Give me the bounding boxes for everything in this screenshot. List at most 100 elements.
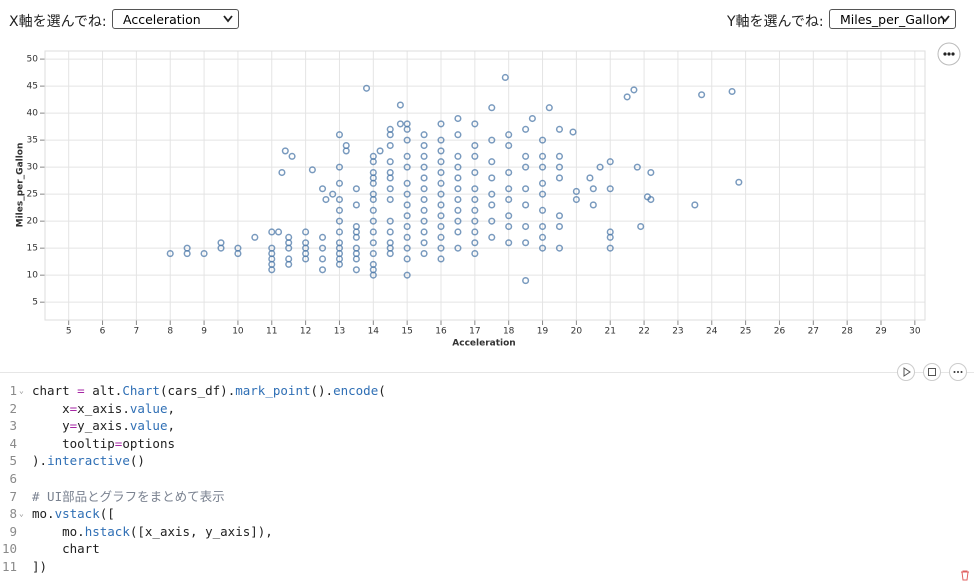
run-button[interactable] xyxy=(897,363,915,381)
point xyxy=(386,125,394,133)
point xyxy=(454,206,462,214)
point xyxy=(488,190,496,198)
code-token: ( xyxy=(378,383,386,398)
point xyxy=(606,244,614,252)
point xyxy=(647,195,655,204)
point xyxy=(471,152,479,160)
x-tick-label: 10 xyxy=(232,327,244,337)
x-tick-label: 5 xyxy=(66,327,72,337)
x-tick-label: 27 xyxy=(808,327,819,337)
more-button[interactable] xyxy=(937,42,961,66)
code-token: Chart xyxy=(122,383,160,398)
x-tick-label: 18 xyxy=(503,327,515,337)
code-token: hstack xyxy=(84,523,130,539)
line-number: 6 xyxy=(9,470,17,486)
x-select[interactable]: Acceleration xyxy=(112,9,239,29)
point xyxy=(471,206,479,214)
code-token: tooltip xyxy=(32,435,115,451)
point xyxy=(420,174,428,182)
point xyxy=(420,217,428,225)
point xyxy=(454,228,462,236)
point xyxy=(420,228,428,236)
x-tick-label: 24 xyxy=(706,327,718,337)
point xyxy=(437,233,445,241)
point xyxy=(538,190,547,198)
point xyxy=(403,136,411,144)
point xyxy=(403,223,411,231)
x-tick-label: 12 xyxy=(300,327,311,337)
point xyxy=(555,244,564,252)
point xyxy=(335,206,344,214)
point xyxy=(362,84,371,92)
code-token: value xyxy=(129,418,168,434)
fold-toggle[interactable]: ⌄ xyxy=(19,509,24,519)
point xyxy=(471,228,479,236)
y-tick-label: 15 xyxy=(27,244,38,254)
x-tick-label: 29 xyxy=(875,327,887,337)
point xyxy=(698,91,706,99)
point xyxy=(454,244,462,252)
y-select[interactable]: Miles_per_Gallon xyxy=(829,9,956,29)
line-number: 10 xyxy=(1,541,17,557)
point xyxy=(386,228,394,236)
point xyxy=(538,136,547,144)
fold-toggle[interactable]: ⌄ xyxy=(19,386,24,395)
x-tick-label: 9 xyxy=(201,327,207,337)
point xyxy=(376,147,384,155)
code-token: mo. xyxy=(32,506,55,522)
point xyxy=(342,147,350,155)
point xyxy=(318,233,327,241)
point xyxy=(630,86,638,94)
point xyxy=(288,152,296,160)
code-text: y=y_axis.value, xyxy=(32,417,175,435)
line-number: 3 xyxy=(9,418,17,434)
point xyxy=(555,223,564,231)
code-text: mo.hstack([x_axis, y_axis]), xyxy=(32,523,273,541)
point xyxy=(386,217,394,225)
code-token: x xyxy=(32,400,70,416)
point xyxy=(488,201,496,209)
point xyxy=(691,201,699,209)
y-axis-title: Miles_per_Gallon xyxy=(16,143,26,228)
y-tick-label: 50 xyxy=(27,55,39,65)
x-tick-label: 30 xyxy=(909,327,921,337)
point xyxy=(403,120,411,128)
code-token: mo. xyxy=(32,523,85,539)
point xyxy=(488,233,496,241)
x-tick-label: 11 xyxy=(266,327,277,337)
point xyxy=(403,212,411,220)
point xyxy=(572,187,580,195)
point xyxy=(589,185,597,193)
point xyxy=(318,266,327,274)
stop-button[interactable] xyxy=(923,363,941,381)
x-axis-title: Acceleration xyxy=(452,339,515,349)
code-token: = xyxy=(114,435,123,451)
point xyxy=(403,233,411,241)
point xyxy=(369,217,377,225)
code-token: mark_point xyxy=(235,383,311,398)
point xyxy=(352,185,360,193)
y-tick-label: 35 xyxy=(27,136,38,146)
point xyxy=(522,152,530,160)
code-token: chart xyxy=(32,383,78,398)
point xyxy=(596,163,604,171)
delete-button[interactable] xyxy=(959,569,971,581)
point xyxy=(302,239,310,247)
code-token: y xyxy=(32,418,70,434)
point xyxy=(420,206,428,214)
point xyxy=(488,217,496,225)
x-tick-label: 13 xyxy=(334,327,345,337)
point xyxy=(488,174,496,182)
point xyxy=(505,239,513,247)
point xyxy=(437,223,445,231)
code-text: ).interactive() xyxy=(32,452,145,470)
cell-menu-button[interactable] xyxy=(949,363,967,381)
line-number: 1 xyxy=(9,383,17,398)
x-tick-label: 14 xyxy=(368,327,380,337)
point xyxy=(505,223,513,231)
point xyxy=(352,223,360,231)
line-number: 7 xyxy=(9,488,17,504)
point xyxy=(471,239,479,247)
code-token: ([x_axis, y_axis]), xyxy=(129,523,273,539)
point xyxy=(403,163,411,171)
